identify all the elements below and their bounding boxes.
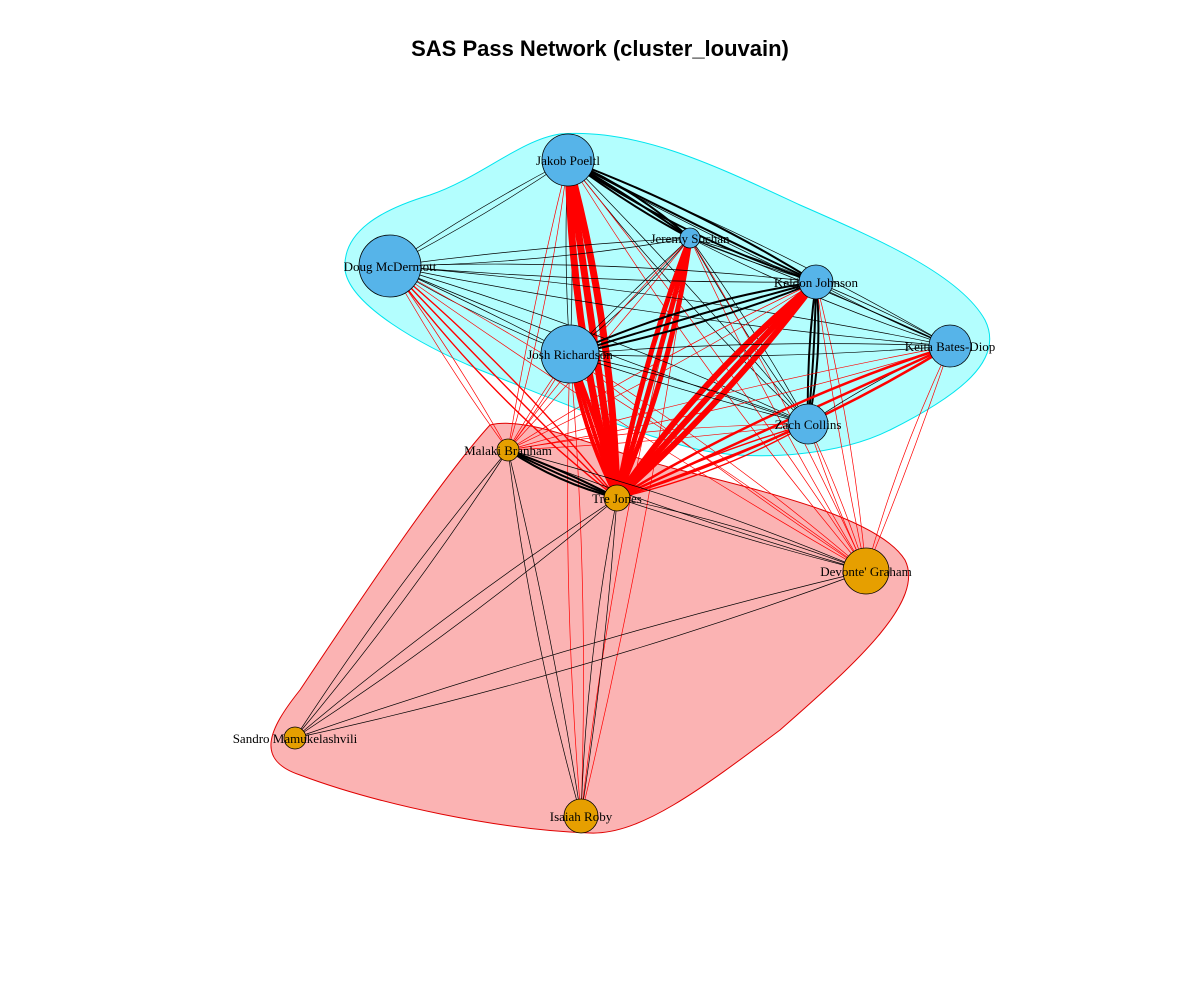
- edge-tre-jones-devonte-graham: [616, 497, 867, 572]
- edge-jeremy-sochan-zach-collins: [689, 237, 809, 425]
- edge-josh-richardson-zach-collins: [569, 353, 809, 425]
- edge-jakob-poeltl-tre-jones: [564, 159, 621, 499]
- node-tre-jones: [603, 484, 631, 512]
- node-label-tre-jones: Tre Jones: [592, 491, 642, 506]
- edge-devonte-graham-sandro-mamukelashvili: [294, 570, 867, 739]
- node-josh-richardson: [540, 324, 600, 384]
- cluster-hull-orange: [270, 422, 910, 834]
- edge-keldon-johnson-devonte-graham: [815, 281, 867, 572]
- edge-malaki-branham-isaiah-roby: [507, 449, 582, 817]
- edge-malaki-branham-sandro-mamukelashvili: [294, 449, 509, 739]
- edge-malaki-branham-sandro-mamukelashvili: [294, 449, 509, 739]
- edge-keita-bates-diop-devonte-graham: [865, 345, 951, 572]
- edge-doug-mcdermott-zach-collins: [389, 265, 809, 425]
- edge-keldon-johnson-tre-jones: [615, 280, 819, 501]
- edge-jeremy-sochan-isaiah-roby: [580, 237, 691, 817]
- node-label-doug-mcdermott: Doug McDermott: [344, 259, 437, 274]
- edge-keita-bates-diop-josh-richardson: [569, 345, 951, 357]
- node-isaiah-roby: [563, 798, 599, 834]
- node-zach-collins: [787, 403, 829, 445]
- edge-josh-richardson-isaiah-roby: [569, 353, 584, 817]
- edge-jeremy-sochan-devonte-graham: [689, 237, 867, 572]
- edge-jakob-poeltl-keldon-johnson: [567, 159, 817, 283]
- edge-jakob-poeltl-zach-collins: [567, 159, 809, 425]
- edge-zach-collins-tre-jones: [616, 423, 809, 499]
- edge-doug-mcdermott-keita-bates-diop: [389, 265, 951, 347]
- edge-tre-jones-sandro-mamukelashvili: [294, 497, 618, 739]
- edge-jeremy-sochan-devonte-graham: [689, 237, 867, 572]
- edge-zach-collins-tre-jones: [616, 423, 809, 499]
- nodes: Jakob Poeltl Jeremy Sochan Doug McDermott K…: [233, 133, 996, 834]
- node-keita-bates-diop: [928, 324, 972, 368]
- edge-keldon-johnson-tre-jones: [614, 279, 819, 500]
- edge-zach-collins-tre-jones: [616, 423, 809, 499]
- edge-doug-mcdermott-devonte-graham: [389, 265, 867, 572]
- edge-josh-richardson-zach-collins: [569, 353, 809, 425]
- node-label-keldon-johnson: Keldon Johnson: [774, 275, 859, 290]
- node-label-jeremy-sochan: Jeremy Sochan: [650, 231, 730, 246]
- edge-keita-bates-diop-devonte-graham: [865, 345, 951, 572]
- edge-doug-mcdermott-keldon-johnson: [389, 263, 817, 283]
- edge-josh-richardson-devonte-graham: [569, 353, 867, 572]
- edge-malaki-branham-isaiah-roby: [507, 449, 582, 817]
- node-label-zach-collins: Zach Collins: [775, 417, 842, 432]
- edge-jakob-poeltl-malaki-branham: [507, 159, 569, 451]
- edge-doug-mcdermott-devonte-graham: [389, 265, 867, 572]
- edge-jakob-poeltl-devonte-graham: [567, 159, 867, 572]
- edge-keldon-johnson-josh-richardson: [569, 281, 817, 355]
- edge-doug-mcdermott-tre-jones: [389, 265, 618, 499]
- edge-keita-bates-diop-tre-jones: [616, 344, 951, 500]
- node-jakob-poeltl: [541, 133, 595, 187]
- node-malaki-branham: [496, 438, 520, 462]
- edge-tre-jones-isaiah-roby: [580, 497, 618, 817]
- edge-jeremy-sochan-tre-jones: [614, 237, 693, 500]
- edge-tre-jones-isaiah-roby: [580, 497, 618, 817]
- edge-doug-mcdermott-tre-jones: [389, 265, 618, 499]
- edge-jakob-poeltl-keldon-johnson: [567, 159, 817, 283]
- node-label-keita-bates-diop: Keita Bates-Diop: [905, 339, 996, 354]
- edge-zach-collins-malaki-branham: [507, 423, 809, 451]
- node-label-sandro-mamukelashvili: Sandro Mamukelashvili: [233, 731, 358, 746]
- node-label-devonte-graham: Devonte' Graham: [820, 564, 912, 579]
- edge-jakob-poeltl-devonte-graham: [567, 159, 867, 572]
- edge-jeremy-sochan-tre-jones: [614, 237, 693, 499]
- node-label-josh-richardson: Josh Richardson: [527, 347, 613, 362]
- edge-jeremy-sochan-zach-collins: [689, 237, 809, 425]
- edge-zach-collins-malaki-branham: [507, 423, 809, 451]
- edges: [294, 159, 951, 817]
- node-doug-mcdermott: [358, 234, 422, 298]
- edge-jeremy-sochan-isaiah-roby: [580, 237, 691, 817]
- edge-keita-bates-diop-josh-richardson: [569, 343, 951, 355]
- node-label-jakob-poeltl: Jakob Poeltl: [536, 153, 600, 168]
- edge-malaki-branham-devonte-graham: [507, 449, 867, 572]
- edge-keldon-johnson-malaki-branham: [507, 281, 817, 451]
- edge-keita-bates-diop-malaki-branham: [507, 345, 951, 451]
- edge-keldon-johnson-tre-jones: [614, 279, 818, 500]
- edge-doug-mcdermott-keldon-johnson: [389, 265, 817, 283]
- edge-jeremy-sochan-doug-mcdermott: [389, 237, 691, 267]
- node-devonte-graham: [842, 547, 890, 595]
- edge-josh-richardson-isaiah-roby: [567, 353, 582, 817]
- edge-devonte-graham-sandro-mamukelashvili: [294, 570, 867, 739]
- edge-keldon-johnson-malaki-branham: [507, 281, 817, 451]
- edge-jeremy-sochan-malaki-branham: [507, 237, 691, 451]
- node-jeremy-sochan: [679, 227, 701, 249]
- chart-title: SAS Pass Network (cluster_louvain): [411, 36, 789, 61]
- edge-keldon-johnson-josh-richardson: [569, 281, 817, 355]
- edge-jakob-poeltl-keita-bates-diop: [567, 159, 951, 347]
- node-label-isaiah-roby: Isaiah Roby: [550, 809, 613, 824]
- edge-malaki-branham-devonte-graham: [507, 449, 867, 572]
- node-keldon-johnson: [798, 264, 834, 300]
- edge-josh-richardson-devonte-graham: [569, 353, 867, 572]
- node-label-malaki-branham: Malaki Branham: [464, 443, 552, 458]
- edge-keldon-johnson-josh-richardson: [569, 281, 817, 355]
- edge-tre-jones-sandro-mamukelashvili: [294, 497, 618, 739]
- edge-doug-mcdermott-tre-jones: [389, 265, 618, 499]
- edge-jakob-poeltl-tre-jones: [564, 159, 621, 499]
- edge-doug-mcdermott-keita-bates-diop: [389, 265, 951, 347]
- node-sandro-mamukelashvili: [283, 726, 307, 750]
- edge-tre-jones-devonte-graham: [616, 497, 867, 572]
- edge-keldon-johnson-devonte-graham: [815, 281, 867, 572]
